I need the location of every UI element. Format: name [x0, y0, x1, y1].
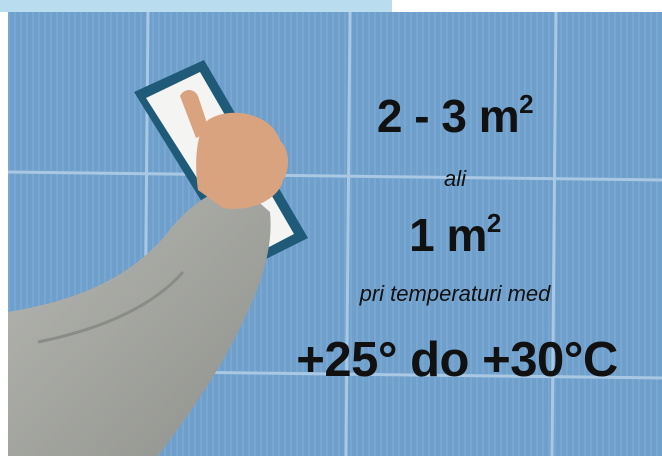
- tiled-wall-photo: [8, 12, 662, 456]
- photo-illustration: [8, 12, 662, 456]
- conjunction-text: ali: [443, 166, 466, 191]
- top-light-strip: [0, 0, 392, 12]
- condition-text: pri temperaturi med: [359, 281, 551, 306]
- sleeve: [8, 184, 271, 456]
- coverage-low: 1 m2: [270, 209, 640, 261]
- hand: [180, 90, 288, 209]
- sleeve-fold: [37, 271, 185, 344]
- coverage-low-value: 1 m: [409, 209, 487, 261]
- temperature-range: +25° do +30°C: [296, 333, 618, 387]
- coverage-high-exponent: 2: [519, 89, 534, 119]
- coverage-high: 2 - 3 m2: [270, 90, 640, 142]
- coverage-high-value: 2 - 3 m: [376, 90, 520, 142]
- coverage-low-exponent: 2: [486, 208, 501, 238]
